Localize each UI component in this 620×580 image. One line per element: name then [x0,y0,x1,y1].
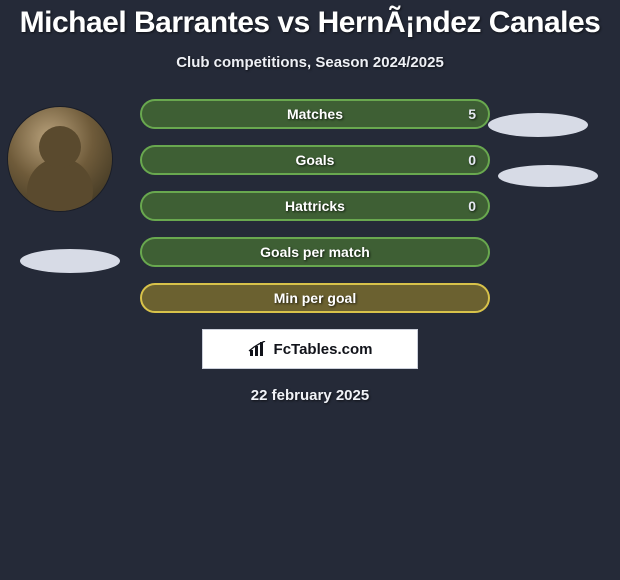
comparison-panel: Matches 5 Goals 0 Hattricks 0 Goals per match M… [0,99,620,404]
metric-row: Goals 0 [140,145,490,175]
player-name-pill-right-1 [488,113,588,137]
subtitle: Club competitions, Season 2024/2025 [0,54,620,71]
metric-value: 0 [468,145,476,175]
source-label: FcTables.com [274,341,373,358]
metric-label: Goals [296,152,335,168]
metric-pill: Matches [140,99,490,129]
metric-pill: Goals [140,145,490,175]
metric-pill: Hattricks [140,191,490,221]
metric-value: 5 [468,99,476,129]
metric-value: 0 [468,191,476,221]
metric-pill: Goals per match [140,237,490,267]
metric-row: Goals per match [140,237,490,267]
player-avatar-left [8,107,112,211]
source-badge: FcTables.com [202,329,418,369]
page-title: Michael Barrantes vs HernÃ¡ndez Canales [0,0,620,40]
player-name-pill-right-2 [498,165,598,187]
bar-chart-icon [248,341,268,357]
player-name-pill-left [20,249,120,273]
metric-row: Hattricks 0 [140,191,490,221]
metric-label: Goals per match [260,244,370,260]
metric-label: Hattricks [285,198,345,214]
metric-row: Matches 5 [140,99,490,129]
metric-bars: Matches 5 Goals 0 Hattricks 0 Goals per match M… [140,99,490,313]
metric-label: Matches [287,106,343,122]
metric-pill: Min per goal [140,283,490,313]
metric-label: Min per goal [274,290,356,306]
metric-row: Min per goal [140,283,490,313]
date-label: 22 february 2025 [0,387,620,404]
